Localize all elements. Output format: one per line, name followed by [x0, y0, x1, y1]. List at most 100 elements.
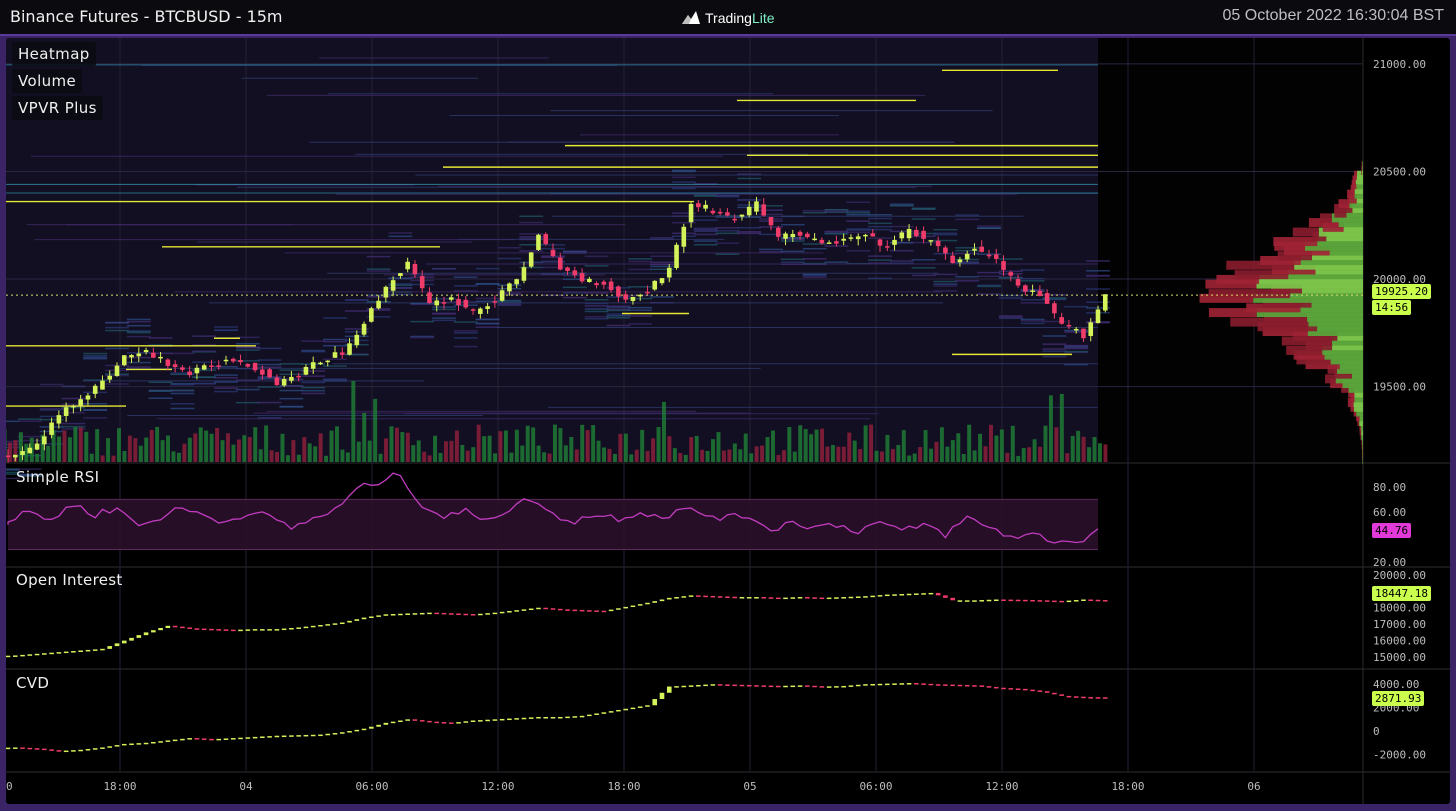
vpvr-sell-bar	[1361, 435, 1363, 445]
heatmap-cell	[671, 212, 696, 214]
volume-bar	[307, 443, 312, 462]
rsi-pane-label[interactable]: Simple RSI	[16, 468, 100, 486]
heatmap-cell	[933, 283, 958, 285]
oi-candle	[659, 599, 665, 602]
cvd-candle	[732, 684, 737, 687]
candle-body	[85, 395, 91, 400]
candle-body	[1015, 279, 1021, 286]
vpvr-sell-bar	[1350, 184, 1355, 194]
volume-bar	[580, 424, 585, 462]
heatmap-cell	[126, 361, 151, 364]
cvd-candle	[528, 717, 534, 719]
heatmap-cell	[628, 309, 653, 311]
oi-candle	[85, 649, 91, 652]
heatmap-cell	[737, 177, 762, 180]
candle-body	[957, 259, 963, 263]
heatmap-cell	[868, 225, 892, 228]
candle-body	[666, 267, 672, 278]
heatmap-cell	[192, 335, 217, 337]
candle-body	[398, 273, 403, 277]
oi-candle	[732, 596, 737, 599]
heatmap-cell	[323, 378, 347, 381]
candle-body	[732, 218, 737, 221]
vpvr-buy-bar	[1256, 279, 1363, 289]
vpvr-buy-bar	[1318, 227, 1363, 237]
cvd-candle	[6, 747, 11, 750]
heatmap-cell	[1042, 350, 1067, 352]
vpvr-buy-bar	[1315, 265, 1363, 275]
cvd-candle	[289, 735, 294, 737]
cvd-candle	[572, 716, 578, 718]
heatmap-cell	[497, 303, 522, 305]
cvd-candle	[56, 750, 62, 752]
heatmap-cell	[344, 353, 369, 356]
overlay-volume[interactable]: Volume	[12, 69, 83, 93]
time-axis-label: 06	[1247, 780, 1260, 793]
cvd-candle	[412, 719, 418, 721]
cvd-candle	[180, 738, 185, 741]
volume-bar	[634, 449, 639, 462]
candle-body	[514, 279, 519, 285]
vpvr-sell-bar	[1353, 170, 1358, 180]
chart-area[interactable]: 21000.00 20500.00 20000.00 19500.00 80.00 60.…	[6, 38, 1450, 804]
heatmap-cell	[933, 290, 958, 292]
heatmap-cell	[6, 468, 20, 470]
cvd-candle	[848, 685, 854, 687]
chart-canvas[interactable]: 21000.00 20500.00 20000.00 19500.00 80.00 60.…	[6, 38, 1450, 804]
volume-bar	[711, 439, 715, 462]
cvd-candle	[717, 684, 723, 686]
candle-body	[870, 233, 876, 237]
vpvr-sell-bar	[1347, 398, 1354, 408]
candle-body	[1037, 290, 1043, 296]
heatmap-cell	[693, 194, 718, 197]
vpvr-sell-bar	[1274, 241, 1305, 251]
cvd-candle	[230, 738, 236, 740]
cvd-candle	[376, 724, 381, 727]
heatmap-cell	[846, 250, 871, 252]
candle-body	[979, 246, 985, 252]
oi-candle	[180, 626, 185, 629]
volume-bar	[373, 398, 378, 462]
oi-candle	[405, 613, 410, 615]
heatmap-cell	[759, 213, 783, 216]
oi-candle	[434, 612, 440, 615]
heatmap-cell	[998, 315, 1023, 317]
heatmap-cell	[105, 329, 129, 332]
cvd-candle	[935, 684, 941, 686]
candle-body	[637, 294, 643, 297]
cvd-candle	[158, 741, 163, 743]
volume-bar	[1032, 439, 1037, 462]
heatmap-cell	[541, 266, 565, 269]
overlay-vpvr-plus[interactable]: VPVR Plus	[12, 96, 103, 120]
cvd-candle	[514, 718, 519, 720]
oi-candle	[805, 597, 810, 599]
overlay-heatmap[interactable]: Heatmap	[12, 42, 96, 66]
candle-body	[1030, 290, 1035, 292]
heatmap-cell	[214, 390, 238, 393]
oi-candle	[754, 597, 759, 599]
oi-candle	[492, 612, 498, 615]
cvd-candle	[790, 685, 796, 688]
oi-candle	[703, 595, 708, 598]
candle-body	[347, 343, 352, 355]
oi-pane-label[interactable]: Open Interest	[16, 571, 123, 589]
oi-candle	[289, 628, 294, 630]
candle-body	[369, 308, 374, 322]
cvd-candle	[347, 731, 352, 733]
vpvr-sell-bar	[1260, 255, 1301, 265]
cvd-candle	[652, 699, 658, 706]
candle-body	[332, 352, 338, 358]
heatmap-cell	[388, 293, 413, 296]
cvd-candle	[114, 745, 120, 747]
candle-body	[485, 306, 490, 309]
brand-logo[interactable]: Trading Lite	[681, 8, 775, 28]
volume-bar	[667, 436, 672, 462]
cvd-pane-label[interactable]: CVD	[16, 674, 50, 692]
cvd-candle	[274, 735, 280, 738]
oi-candle	[158, 628, 163, 631]
volume-bar	[1048, 395, 1053, 462]
candle-body	[986, 254, 992, 257]
heatmap-cell	[650, 236, 674, 239]
heatmap-cell	[977, 275, 1001, 278]
volume-bar	[111, 455, 116, 462]
